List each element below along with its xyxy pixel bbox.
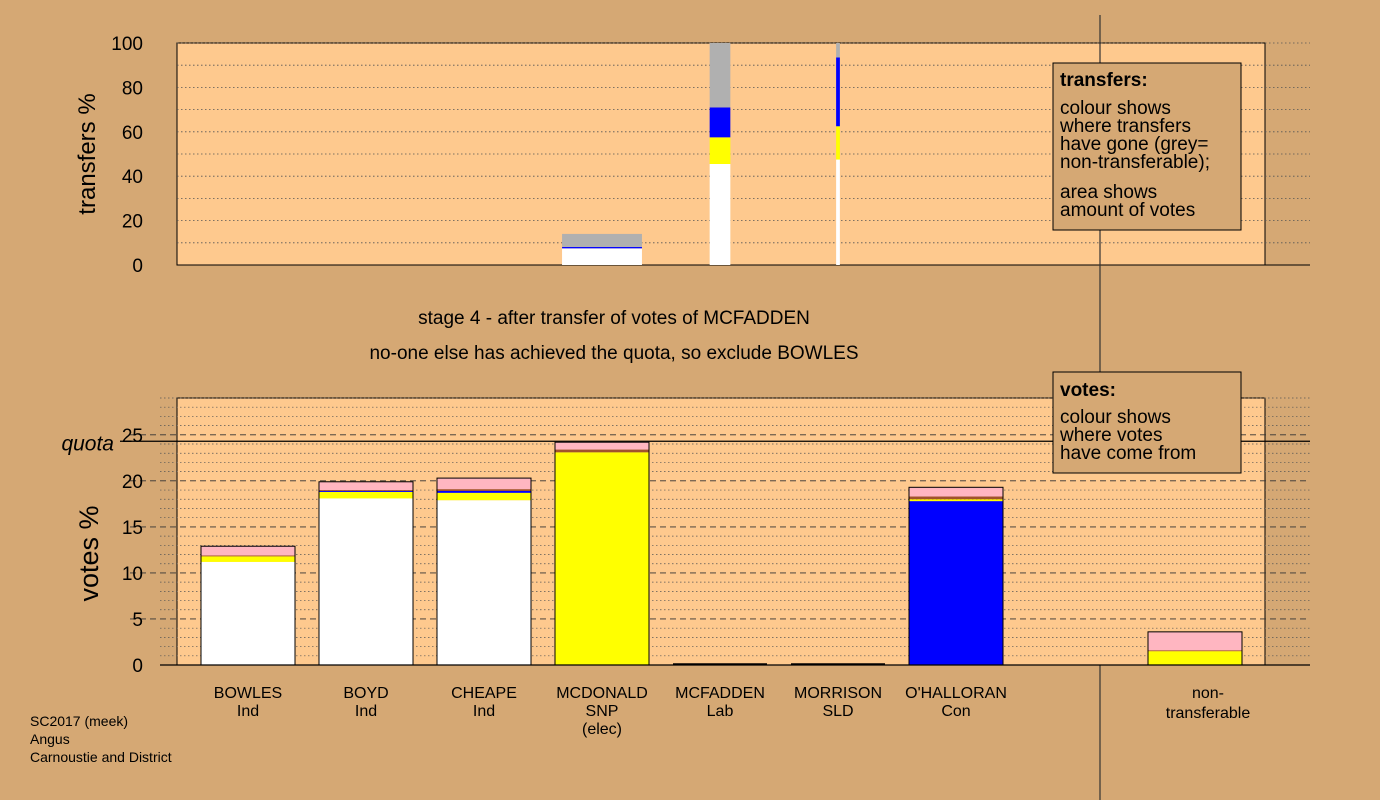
stage-status: no-one else has achieved the quota, so e… <box>369 343 858 364</box>
candidate-bar-segment-yellow <box>909 499 1003 502</box>
footer-ward: Carnoustie and District <box>30 749 172 765</box>
candidate-bar-segment-yellow <box>201 556 295 562</box>
candidate-name: MCFADDEN <box>675 685 765 702</box>
votes-y-ticks: 0 5 10 15 20 25 <box>122 426 143 677</box>
candidate-party: Lab <box>707 703 734 720</box>
transfers-legend-line: colour shows <box>1060 98 1171 119</box>
votes-y-tick-label: 20 <box>122 472 143 493</box>
votes-legend-box <box>1052 371 1242 474</box>
transfers-legend-line: where transfers <box>1059 116 1191 137</box>
transfers-legend-line: amount of votes <box>1060 200 1195 221</box>
transfers-y-tick-label: 20 <box>122 212 143 233</box>
stage-description: stage 4 - after transfer of votes of MCF… <box>418 308 810 329</box>
transfer-segment-white <box>836 159 840 265</box>
transfers-legend-line: have gone (grey= <box>1060 134 1208 155</box>
transfer-segment-blue <box>709 107 731 138</box>
candidate-bar-segment-pink <box>319 481 413 491</box>
votes-y-tick-label: 15 <box>122 518 143 539</box>
nontransferable-bar-segment-pink <box>1148 631 1242 651</box>
transfers-y-axis-label: transfers % <box>74 93 101 214</box>
transfers-y-ticks: 0 20 40 60 80 100 <box>111 34 143 277</box>
candidate-name: CHEAPE <box>451 685 517 702</box>
votes-y-tick-label: 0 <box>132 656 143 677</box>
candidate-bar-segment-blue <box>319 490 413 492</box>
transfers-y-tick-label: 80 <box>122 78 143 99</box>
votes-legend-line: have come from <box>1060 443 1196 464</box>
candidate-bar-segment-white <box>201 561 295 665</box>
transfer-segment-yellow <box>709 137 731 164</box>
nontransferable-label: non- <box>1192 685 1224 702</box>
footer-caption: SC2017 (meek) Angus Carnoustie and Distr… <box>30 713 172 765</box>
transfer-segment-white <box>562 248 642 265</box>
transfers-y-tick-label: 40 <box>122 167 143 188</box>
candidate-labels: BOWLESIndBOYDIndCHEAPEIndMCDONALDSNP(ele… <box>214 685 1251 738</box>
candidate-bar-segment-white <box>319 498 413 665</box>
transfers-legend-line: non-transferable); <box>1060 152 1210 173</box>
candidate-name: BOYD <box>343 685 388 702</box>
transfers-y-tick-label: 0 <box>132 256 143 277</box>
candidate-bar-segment-pink <box>437 478 531 490</box>
transfers-bars <box>562 43 840 265</box>
nontransferable-bar-segment-brown <box>1148 650 1242 652</box>
candidate-name: MCDONALD <box>556 685 648 702</box>
candidate-name: BOWLES <box>214 685 282 702</box>
nontransferable-bar-segment-yellow <box>1148 651 1242 665</box>
transfer-segment-blue <box>562 247 642 249</box>
votes-bars <box>200 441 1243 666</box>
transfer-segment-white <box>709 163 731 265</box>
votes-y-axis-label: votes % <box>74 505 104 601</box>
candidate-party: Ind <box>237 703 259 720</box>
candidate-bar-segment-yellow <box>437 492 531 501</box>
votes-legend-title: votes: <box>1060 380 1116 401</box>
candidate-bar-segment-brown <box>555 449 649 453</box>
candidate-party: SNP <box>586 703 619 720</box>
candidate-bar-segment-brown <box>909 496 1003 500</box>
votes-y-tick-label: 25 <box>122 426 143 447</box>
candidate-bar-segment-pink <box>909 487 1003 497</box>
candidate-party: Ind <box>473 703 495 720</box>
candidate-bar-segment-yellow <box>319 491 413 499</box>
votes-y-tick-label: 10 <box>122 564 143 585</box>
transfer-segment-grey <box>562 233 642 248</box>
candidate-bar-segment-pink <box>201 546 295 556</box>
candidate-bar-segment-brown <box>201 555 295 557</box>
transfers-legend-line: area shows <box>1060 182 1157 203</box>
transfers-legend: transfers: colour shows where transfers … <box>1052 62 1242 231</box>
candidate-bar-segment-blue <box>909 501 1003 665</box>
transfers-y-tick-label: 100 <box>111 34 143 55</box>
candidate-name: O'HALLORAN <box>905 685 1007 702</box>
candidate-bar-segment-pink <box>555 442 649 450</box>
transfer-segment-yellow <box>836 126 840 160</box>
votes-legend: votes: colour shows where votes have com… <box>1052 371 1242 474</box>
candidate-bar-segment-brown <box>319 490 413 491</box>
candidate-bar-segment-blue <box>437 490 531 493</box>
candidate-bar-segment-white <box>437 500 531 665</box>
candidate-party: Ind <box>355 703 377 720</box>
candidate-party: SLD <box>822 703 853 720</box>
footer-council: Angus <box>30 731 70 747</box>
transfer-segment-grey <box>709 43 731 108</box>
candidate-party: Con <box>941 703 970 720</box>
transfer-segment-grey <box>836 43 840 58</box>
quota-label: quota <box>61 432 114 455</box>
candidate-status: (elec) <box>582 721 622 738</box>
transfers-legend-box <box>1052 62 1242 231</box>
candidate-bar-segment-brown <box>437 489 531 491</box>
votes-y-tick-label: 5 <box>132 610 143 631</box>
votes-legend-line: colour shows <box>1060 407 1171 428</box>
footer-election: SC2017 (meek) <box>30 713 128 729</box>
candidate-name: MORRISON <box>794 685 882 702</box>
candidate-bar-segment-yellow <box>555 452 649 665</box>
votes-legend-line: where votes <box>1059 425 1162 446</box>
transfers-y-tick-label: 60 <box>122 123 143 144</box>
nontransferable-label: transferable <box>1166 705 1251 722</box>
transfer-segment-blue <box>836 57 840 127</box>
transfers-legend-title: transfers: <box>1060 70 1148 91</box>
